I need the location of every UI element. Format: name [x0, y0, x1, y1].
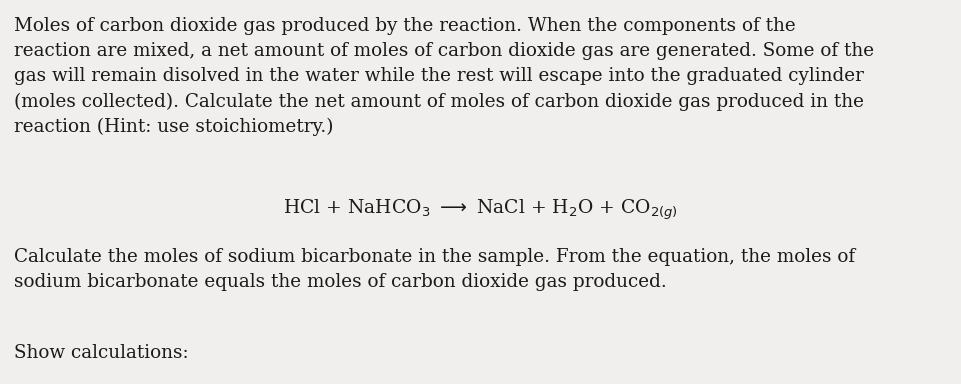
- Text: Show calculations:: Show calculations:: [14, 344, 189, 362]
- Text: Moles of carbon dioxide gas produced by the reaction. When the components of the: Moles of carbon dioxide gas produced by …: [14, 17, 875, 136]
- Text: Calculate the moles of sodium bicarbonate in the sample. From the equation, the : Calculate the moles of sodium bicarbonat…: [14, 248, 855, 291]
- Text: HCl + NaHCO$_3$ $\longrightarrow$ NaCl + H$_2$O + CO$_{2(g)}$: HCl + NaHCO$_3$ $\longrightarrow$ NaCl +…: [283, 197, 678, 222]
